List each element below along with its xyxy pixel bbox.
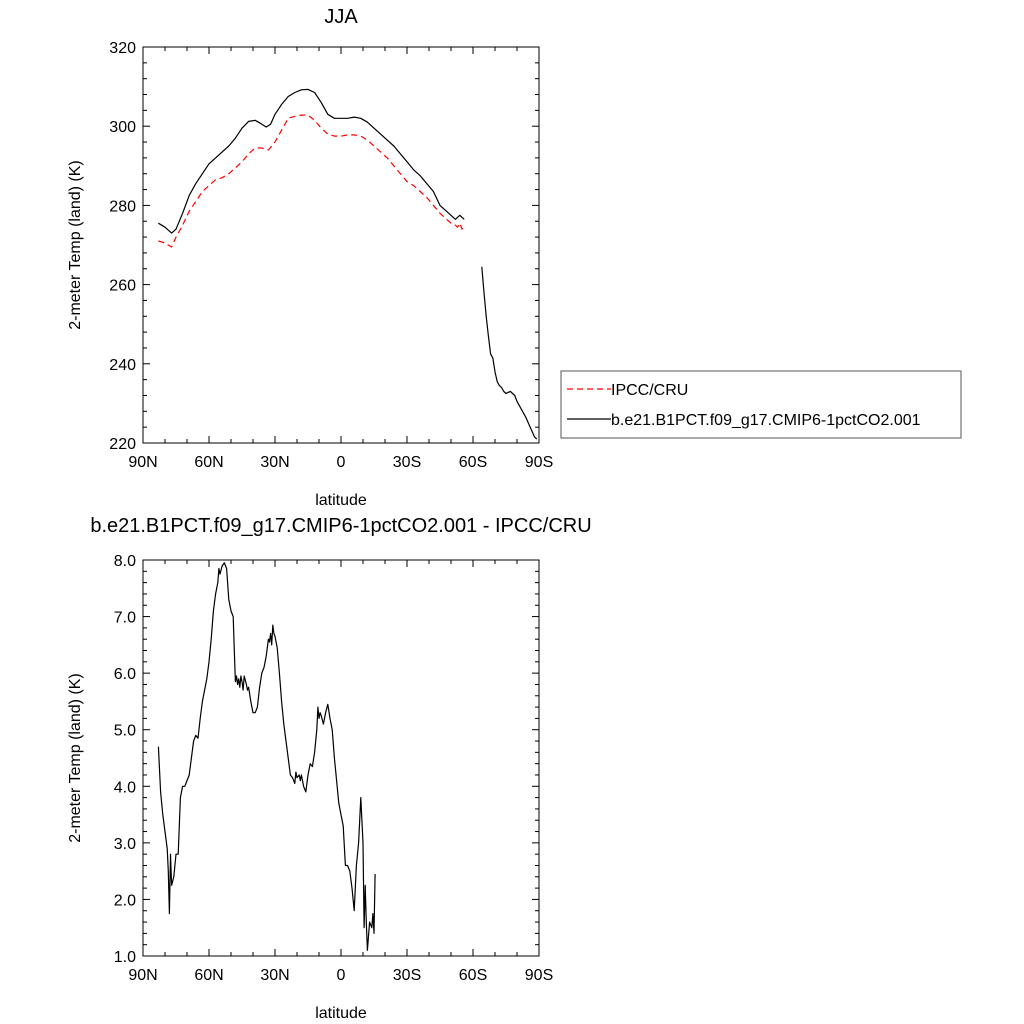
top-chart-y-tick-label: 240 bbox=[109, 357, 136, 374]
bottom-chart-series-line-0-0 bbox=[157, 562, 376, 951]
legend-label-cru: IPCC/CRU bbox=[611, 382, 688, 399]
top-chart-y-tick-label: 280 bbox=[109, 198, 136, 215]
top-chart-x-tick-label: 30S bbox=[393, 454, 421, 471]
top-chart-x-tick-label: 90N bbox=[128, 454, 157, 471]
legend-box bbox=[560, 370, 962, 439]
bottom-chart-x-tick-label: 90N bbox=[128, 967, 157, 984]
bottom-chart-y-tick-label: 8.0 bbox=[114, 553, 136, 570]
top-chart-y-tick-label: 320 bbox=[109, 40, 136, 57]
top-chart-series-line-1-1 bbox=[481, 266, 538, 440]
bottom-chart-x-tick-label: 0 bbox=[337, 967, 346, 984]
bottom-chart-x-tick-label: 90S bbox=[525, 967, 553, 984]
top-chart-x-tick-label: 0 bbox=[337, 454, 346, 471]
top-chart-plot-frame bbox=[142, 46, 540, 444]
top-chart-series-line-0-0 bbox=[158, 114, 465, 248]
bottom-chart-x-tick-label: 30S bbox=[393, 967, 421, 984]
bottom-chart: b.e21.B1PCT.f09_g17.CMIP6-1pctCO2.001 - … bbox=[67, 515, 592, 1022]
bottom-chart-y-tick-label: 4.0 bbox=[114, 779, 136, 796]
bottom-chart-y-tick-label: 6.0 bbox=[114, 666, 136, 683]
top-chart-y-tick-label: 300 bbox=[109, 119, 136, 136]
bottom-chart-x-tick-label: 30N bbox=[260, 967, 289, 984]
legend: IPCC/CRU b.e21.B1PCT.f09_g17.CMIP6-1pctC… bbox=[560, 370, 962, 439]
bottom-chart-y-tick-label: 1.0 bbox=[114, 949, 136, 966]
bottom-chart-title: b.e21.B1PCT.f09_g17.CMIP6-1pctCO2.001 - … bbox=[90, 515, 591, 537]
bottom-chart-x-tick-label: 60S bbox=[459, 967, 487, 984]
bottom-chart-y-tick-label: 7.0 bbox=[114, 610, 136, 627]
top-chart-x-tick-label: 60S bbox=[459, 454, 487, 471]
top-chart-x-tick-label: 30N bbox=[260, 454, 289, 471]
bottom-chart-y-axis-label: 2-meter Temp (land) (K) bbox=[67, 673, 84, 843]
bottom-chart-y-tick-label: 3.0 bbox=[114, 836, 136, 853]
top-chart-x-tick-label: 60N bbox=[194, 454, 223, 471]
top-chart-y-tick-label: 260 bbox=[109, 278, 136, 295]
bottom-chart-y-tick-label: 2.0 bbox=[114, 892, 136, 909]
bottom-chart-plot-frame bbox=[142, 559, 540, 957]
top-chart-x-tick-label: 90S bbox=[525, 454, 553, 471]
top-chart-series-line-1-0 bbox=[158, 88, 465, 234]
bottom-chart-x-axis-label: latitude bbox=[315, 1005, 367, 1022]
top-chart-title: JJA bbox=[324, 6, 358, 28]
bottom-chart-y-tick-label: 5.0 bbox=[114, 723, 136, 740]
top-chart-x-axis-label: latitude bbox=[315, 492, 367, 509]
top-chart-y-tick-label: 220 bbox=[109, 436, 136, 453]
bottom-chart-x-tick-label: 60N bbox=[194, 967, 223, 984]
legend-label-model: b.e21.B1PCT.f09_g17.CMIP6-1pctCO2.001 bbox=[611, 412, 921, 429]
top-chart-y-axis-label: 2-meter Temp (land) (K) bbox=[67, 160, 84, 330]
top-chart: JJA 90N 60N 30N 0 30S 60S 90S 220 240 260 280 300 32… bbox=[67, 6, 553, 509]
